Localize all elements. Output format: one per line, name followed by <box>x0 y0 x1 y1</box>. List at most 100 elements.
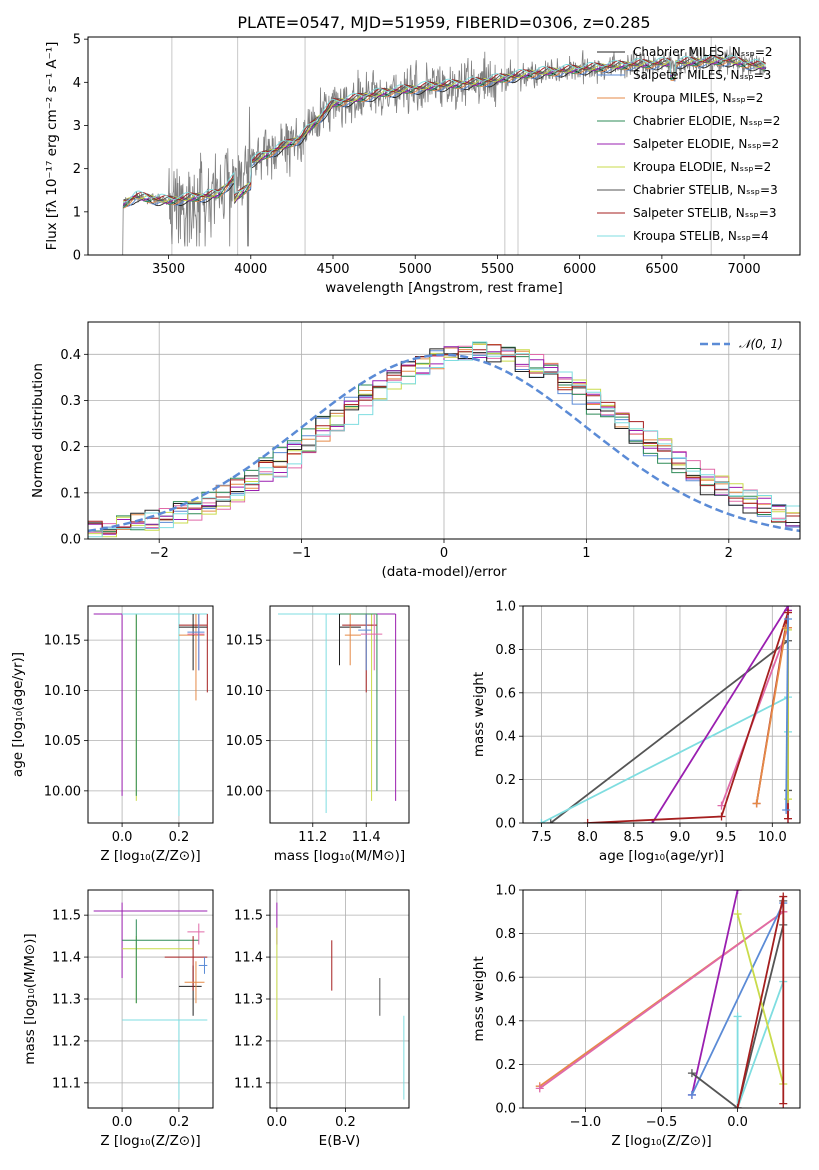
y-tick-label: 10.10 <box>226 684 263 699</box>
x-tick-label: 9.5 <box>716 830 737 845</box>
mass-vs-ebv-panel: 0.0 0.2 11.1 11.2 11.3 11.4 11.5 E(B-V) <box>234 889 410 1149</box>
weight-marker <box>733 909 742 918</box>
x-tick-label: 0 <box>440 546 448 561</box>
x-tick-label: 8.0 <box>577 830 598 845</box>
x-axis-label: (data-model)/error <box>381 564 507 580</box>
x-tick-label: −1 <box>292 546 311 561</box>
y-tick-label: 0.2 <box>60 440 81 455</box>
legend-label: Chabrier MILES, Nₛₛₚ=2 <box>633 45 773 59</box>
residual-histogram <box>88 347 800 531</box>
axes-frame <box>87 321 801 540</box>
y-tick-label: 11.4 <box>234 951 263 966</box>
x-tick-label: 0.0 <box>727 1115 748 1130</box>
model-spectrum-line <box>123 61 766 207</box>
massweight-vs-metallicity-panel: −1.0 −0.5 0.0 0.0 0.2 0.4 0.6 0.8 1.0 Z [log₁₀(Z/… <box>471 884 801 1149</box>
legend-label: Salpeter MILES, Nₛₛₚ=3 <box>633 68 771 82</box>
x-tick-label: 8.5 <box>623 830 644 845</box>
y-tick-label: 10.10 <box>44 684 81 699</box>
error-bars <box>278 613 397 813</box>
x-tick-label: 2 <box>725 546 733 561</box>
weight-marker <box>687 1069 696 1078</box>
spectrum-lines <box>121 37 767 255</box>
error-bars <box>93 902 208 1100</box>
weight-marker <box>782 805 791 814</box>
y-tick-label: 11.3 <box>234 993 263 1008</box>
x-tick-label: 4000 <box>234 262 267 277</box>
weight-marker <box>779 892 788 901</box>
y-tick-label: 11.3 <box>52 993 81 1008</box>
y-tick-label: 0.6 <box>495 686 516 701</box>
x-tick-label: 0.2 <box>169 1115 190 1130</box>
y-tick-label: 1 <box>73 205 81 220</box>
massweight-vs-age-panel: 7.5 8.0 8.5 9.0 9.5 10.0 0.0 0.2 0.4 0.6 0.8 1.0 age… <box>471 600 801 864</box>
x-tick-label: 0.2 <box>169 830 190 845</box>
axes-frame <box>269 605 410 824</box>
y-tick-label: 3 <box>73 119 81 134</box>
x-tick-label: 3500 <box>152 262 185 277</box>
x-tick-label: 7.5 <box>531 830 552 845</box>
y-axis-label: mass [log₁₀(M/M⊙)] <box>22 933 38 1064</box>
legend-label: Salpeter STELIB, Nₛₛₚ=3 <box>633 206 777 220</box>
weight-marker <box>733 1012 742 1021</box>
weight-line <box>720 627 789 819</box>
x-tick-label: 0.0 <box>267 1115 288 1130</box>
model-spectrum-line <box>123 55 766 203</box>
y-tick-label: 0.4 <box>495 1014 516 1029</box>
legend-label: Kroupa MILES, Nₛₛₚ=2 <box>633 91 763 105</box>
weight-marker <box>783 795 792 804</box>
y-axis-label: mass weight <box>471 672 487 757</box>
normal-curve <box>88 353 800 533</box>
weight-lines <box>537 606 792 823</box>
weight-lines <box>535 890 788 1108</box>
weight-marker <box>717 812 726 821</box>
x-tick-label: 4500 <box>316 262 349 277</box>
y-tick-label: 11.2 <box>52 1034 81 1049</box>
x-axis-label: age [log₁₀(age/yr)] <box>599 848 724 864</box>
age-vs-metallicity-panel: 0.0 0.2 10.00 10.05 10.10 10.15 Z [log₁₀(Z/Z⊙)… <box>10 605 214 864</box>
y-axis-label: mass weight <box>471 956 487 1041</box>
legend-label: Kroupa STELIB, Nₛₛₚ=4 <box>633 229 769 243</box>
y-tick-label: 0.2 <box>495 1058 516 1073</box>
error-bars <box>276 902 405 1100</box>
weight-marker <box>733 1104 742 1108</box>
weight-marker <box>783 615 792 624</box>
y-tick-label: 10.15 <box>226 634 263 649</box>
y-tick-label: 0.8 <box>495 927 516 942</box>
weight-marker <box>537 819 546 823</box>
axes-frame <box>269 889 410 1109</box>
weight-marker <box>535 1084 544 1093</box>
x-tick-label: 10.0 <box>758 830 787 845</box>
y-tick-label: 1.0 <box>495 600 516 615</box>
x-axis-label: Z [log₁₀(Z/Z⊙)] <box>611 1133 711 1149</box>
age-vs-mass-panel: 11.2 11.4 10.00 10.05 10.10 10.15 mass [log₁₀(… <box>226 605 410 864</box>
y-tick-label: 0 <box>73 249 81 264</box>
x-tick-label: 5500 <box>481 262 514 277</box>
legend-label: Salpeter ELODIE, Nₛₛₚ=2 <box>633 137 779 151</box>
x-tick-label: 7000 <box>728 262 761 277</box>
x-tick-label: 1 <box>582 546 590 561</box>
axes-frame <box>87 889 214 1109</box>
y-tick-label: 11.1 <box>52 1076 81 1091</box>
y-tick-label: 0.6 <box>495 971 516 986</box>
axes-frame <box>87 605 214 824</box>
weight-marker <box>752 799 761 808</box>
mass-vs-metallicity-panel: 0.0 0.2 11.1 11.2 11.3 11.4 11.5 Z [log₁₀(Z/Z⊙)… <box>22 889 214 1149</box>
axes-frame <box>522 605 801 824</box>
y-tick-label: 0.0 <box>495 1102 516 1117</box>
axes-frame <box>87 36 801 256</box>
weight-marker <box>733 890 742 894</box>
y-tick-label: 10.00 <box>44 784 81 799</box>
x-axis-label: Z [log₁₀(Z/Z⊙)] <box>100 848 200 864</box>
weight-line <box>736 981 785 1108</box>
y-axis-label: Flux [fλ 10⁻¹⁷ erg cm⁻² s⁻¹ A⁻¹] <box>44 42 60 251</box>
weight-line <box>691 902 785 1096</box>
histogram-lines <box>88 341 800 538</box>
weight-marker <box>687 1090 696 1099</box>
model-spectrum-line <box>123 55 766 202</box>
weight-marker <box>783 814 792 823</box>
y-tick-label: 0.0 <box>495 817 516 832</box>
x-tick-label: 6500 <box>645 262 678 277</box>
spectrum-legend: Chabrier MILES, Nₛₛₚ=2 Salpeter MILES, Nₛ… <box>597 45 780 243</box>
y-tick-label: 10.00 <box>226 784 263 799</box>
